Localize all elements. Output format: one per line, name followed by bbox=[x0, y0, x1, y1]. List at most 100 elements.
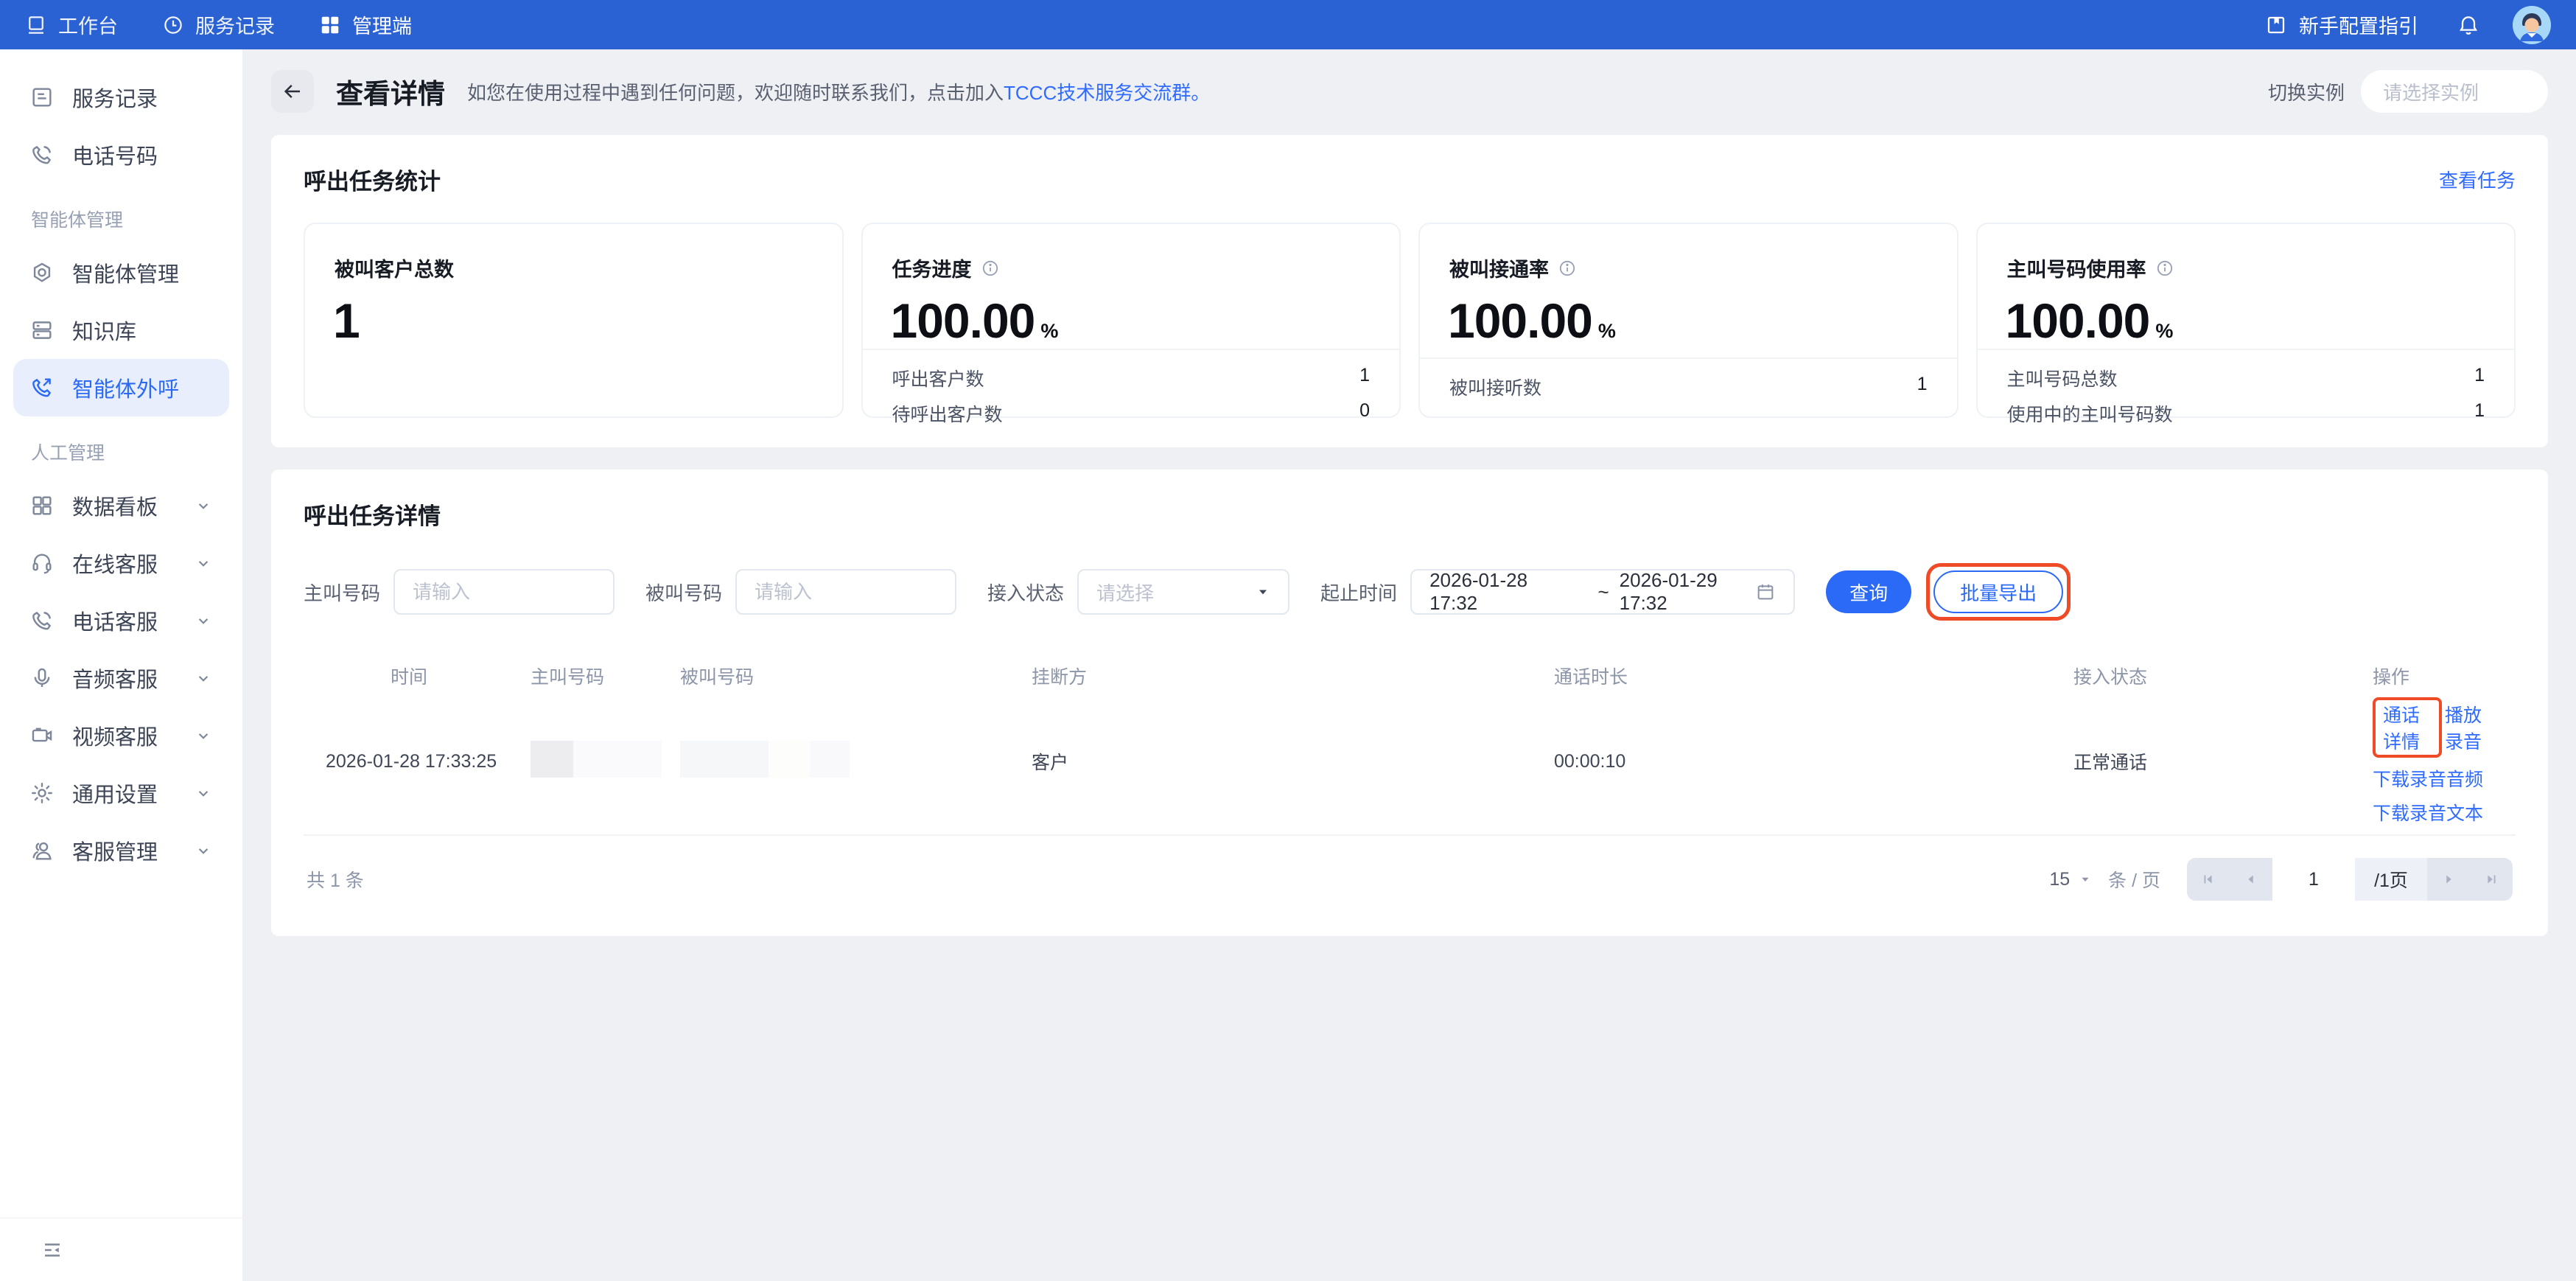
sidebar-item-service-records[interactable]: 服务记录 bbox=[13, 69, 229, 126]
sidebar-item-phone-numbers[interactable]: 电话号码 bbox=[13, 126, 229, 184]
cell-status: 正常通话 bbox=[2073, 753, 2148, 773]
annotation-highlight-export: 批量导出 bbox=[1926, 563, 2071, 621]
sidebar-section-human: 人工管理 bbox=[31, 443, 105, 464]
collapse-sidebar-icon[interactable] bbox=[41, 1239, 63, 1261]
beginner-guide-button[interactable]: 新手配置指引 bbox=[2265, 10, 2418, 39]
sidebar-item-label: 电话号码 bbox=[72, 145, 158, 169]
sidebar-item-agent-outbound[interactable]: 智能体外呼 bbox=[13, 359, 229, 416]
last-page-button[interactable] bbox=[2470, 858, 2513, 901]
download-text-link[interactable]: 下载录音文本 bbox=[2373, 803, 2484, 824]
info-icon[interactable] bbox=[2155, 259, 2174, 278]
table-header-row: 时间 主叫号码 被叫号码 挂断方 通话时长 接入状态 操作 bbox=[304, 655, 2516, 697]
topbar-item-label: 工作台 bbox=[58, 15, 118, 38]
video-camera-icon bbox=[29, 723, 55, 748]
next-page-button[interactable] bbox=[2427, 858, 2470, 901]
dashboard-icon bbox=[29, 493, 55, 518]
info-icon[interactable] bbox=[1558, 259, 1577, 278]
status-filter-label: 接入状态 bbox=[987, 582, 1065, 604]
view-tasks-link[interactable]: 查看任务 bbox=[2438, 170, 2516, 192]
download-audio-link[interactable]: 下载录音音频 bbox=[2373, 769, 2484, 790]
notification-bell-icon[interactable] bbox=[2457, 13, 2480, 37]
sidebar: 服务记录 电话号码 智能体管理 智能体管理 知识库 bbox=[0, 49, 243, 1281]
sidebar-footer bbox=[0, 1218, 242, 1281]
call-table: 时间 主叫号码 被叫号码 挂断方 通话时长 接入状态 操作 2026-01-28… bbox=[304, 655, 2516, 826]
sidebar-item-label: 在线客服 bbox=[72, 554, 158, 577]
sidebar-item-dashboard[interactable]: 数据看板 bbox=[13, 477, 229, 534]
back-button[interactable] bbox=[271, 70, 314, 113]
outbound-stats-card: 呼出任务统计 查看任务 被叫客户总数 1 任务进度 100.00% bbox=[271, 135, 2548, 447]
chevron-down-icon bbox=[194, 554, 213, 573]
topbar-item-service-records[interactable]: 服务记录 bbox=[162, 10, 275, 39]
prev-page-button[interactable] bbox=[2230, 858, 2272, 901]
time-filter-label: 起止时间 bbox=[1320, 582, 1398, 604]
col-actions: 操作 bbox=[2373, 667, 2410, 688]
callee-number-redacted bbox=[680, 740, 850, 778]
sidebar-item-label: 音频客服 bbox=[72, 669, 158, 692]
sidebar-item-audio-service[interactable]: 音频客服 bbox=[13, 649, 229, 707]
detail-card-title: 呼出任务详情 bbox=[304, 503, 441, 529]
cell-duration: 00:00:10 bbox=[1554, 750, 1626, 772]
caller-number-input[interactable] bbox=[393, 569, 615, 615]
query-button[interactable]: 查询 bbox=[1826, 570, 1912, 613]
guide-book-icon bbox=[2265, 14, 2287, 36]
stat-caller-usage: 主叫号码使用率 100.00% 主叫号码总数 1 使用中的主叫号码数 1 bbox=[1975, 223, 2516, 425]
sidebar-item-knowledge-base[interactable]: 知识库 bbox=[13, 301, 229, 359]
phone-icon bbox=[29, 608, 55, 633]
callee-filter-label: 被叫号码 bbox=[645, 582, 723, 604]
sidebar-item-general-settings[interactable]: 通用设置 bbox=[13, 764, 229, 822]
info-icon[interactable] bbox=[981, 259, 1000, 278]
chevron-down-icon bbox=[194, 841, 213, 860]
phone-icon bbox=[29, 142, 55, 167]
sidebar-item-label: 通用设置 bbox=[72, 783, 158, 807]
col-time: 时间 bbox=[391, 667, 428, 688]
status-select[interactable]: 请选择 bbox=[1077, 569, 1290, 615]
page-subtitle: 如您在使用过程中遇到任何问题，欢迎随时联系我们，点击加入TCCC技术服务交流群。 bbox=[467, 81, 1211, 104]
cell-actions: 通话详情 播放录音 下载录音音频 下载录音文本 bbox=[2373, 697, 2493, 826]
callee-number-input[interactable] bbox=[735, 569, 957, 615]
page-header: 查看详情 如您在使用过程中遇到任何问题，欢迎随时联系我们，点击加入TCCC技术服… bbox=[271, 70, 2548, 113]
first-page-button[interactable] bbox=[2187, 858, 2230, 901]
batch-export-button[interactable]: 批量导出 bbox=[1933, 570, 2064, 613]
page-size-select[interactable]: 15 条 / 页 bbox=[2049, 868, 2160, 892]
sidebar-item-online-service[interactable]: 在线客服 bbox=[13, 534, 229, 592]
calendar-icon bbox=[1755, 582, 1776, 602]
chevron-down-icon bbox=[194, 783, 213, 803]
filter-bar: 主叫号码 被叫号码 接入状态 请选择 起止时间 2026-01-28 17:32… bbox=[304, 563, 2516, 621]
tccc-group-link[interactable]: TCCC技术服务交流群。 bbox=[1004, 81, 1211, 104]
table-footer: 共 1 条 15 条 / 页 bbox=[304, 834, 2516, 907]
cell-hangup-by: 客户 bbox=[1032, 753, 1069, 773]
main-content: 查看详情 如您在使用过程中遇到任何问题，欢迎随时联系我们，点击加入TCCC技术服… bbox=[243, 49, 2576, 1281]
gear-icon bbox=[29, 781, 55, 806]
back-arrow-icon bbox=[281, 80, 304, 102]
sidebar-item-label: 电话客服 bbox=[72, 611, 158, 635]
call-detail-link[interactable]: 通话详情 bbox=[2383, 705, 2421, 753]
col-hangup: 挂断方 bbox=[1032, 667, 1088, 688]
topbar-item-label: 服务记录 bbox=[195, 15, 275, 38]
stats-grid: 被叫客户总数 1 任务进度 100.00% 呼出客户数 1 待呼出客户数 0 bbox=[304, 223, 2516, 425]
agent-hexagon-icon bbox=[29, 260, 55, 285]
chevron-down-icon bbox=[194, 611, 213, 630]
topbar-item-admin[interactable]: 管理端 bbox=[319, 10, 412, 39]
stat-answer-rate: 被叫接通率 100.00% 被叫接听数 1 bbox=[1418, 223, 1959, 418]
sidebar-item-agent-management[interactable]: 智能体管理 bbox=[13, 244, 229, 301]
sidebar-item-phone-service[interactable]: 电话客服 bbox=[13, 592, 229, 649]
current-page-box[interactable]: 1 bbox=[2272, 858, 2355, 901]
instance-select[interactable]: 请选择实例 bbox=[2361, 70, 2548, 113]
sidebar-item-label: 视频客服 bbox=[72, 726, 158, 750]
table-row: 2026-01-28 17:33:25 客户 00:00:1 bbox=[304, 697, 2516, 826]
sidebar-item-label: 智能体外呼 bbox=[72, 378, 180, 402]
outbound-detail-card: 呼出任务详情 主叫号码 被叫号码 接入状态 请选择 起止时间 2026-01-2… bbox=[271, 470, 2548, 936]
caller-filter-label: 主叫号码 bbox=[304, 582, 381, 604]
topbar-item-label: 管理端 bbox=[352, 15, 412, 38]
user-avatar[interactable] bbox=[2513, 5, 2551, 44]
time-range-picker[interactable]: 2026-01-28 17:32 ~ 2026-01-29 17:32 bbox=[1410, 569, 1796, 615]
col-duration: 通话时长 bbox=[1554, 667, 1628, 688]
sidebar-section-agent: 智能体管理 bbox=[31, 210, 124, 231]
microphone-icon bbox=[29, 666, 55, 691]
record-doc-icon bbox=[29, 85, 55, 110]
sidebar-item-staff-management[interactable]: 客服管理 bbox=[13, 822, 229, 879]
sidebar-item-video-service[interactable]: 视频客服 bbox=[13, 707, 229, 764]
play-recording-link[interactable]: 播放录音 bbox=[2445, 705, 2482, 753]
chevron-down-icon bbox=[194, 496, 213, 515]
topbar-item-workbench[interactable]: 工作台 bbox=[25, 10, 118, 39]
